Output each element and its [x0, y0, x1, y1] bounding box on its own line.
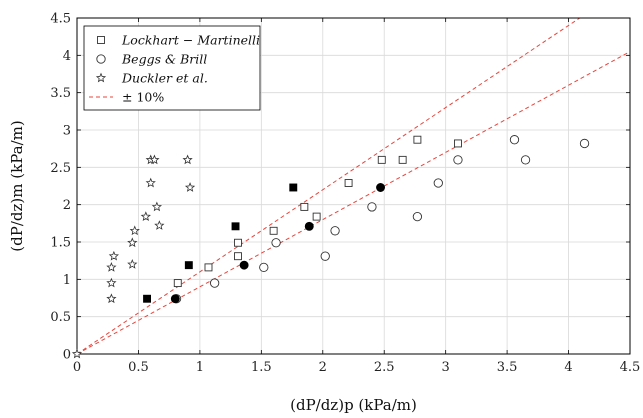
data-point: [129, 225, 140, 236]
data-point: [106, 277, 117, 288]
x-tick-label: 4.5: [620, 360, 641, 375]
reference-lines: [76, 17, 631, 355]
legend-label: ± 10%: [122, 90, 164, 105]
ticks: 0 0.5 1 1.5 2 2.5 3 3.5 4 4.5 0 0.5 1 1.5 2 2.5 3 3.5 4 4.5: [50, 12, 640, 376]
data-point: [453, 155, 463, 165]
data-point: [145, 177, 156, 188]
data-point: [108, 250, 119, 261]
data-point: [184, 261, 193, 270]
data-point: [344, 179, 353, 187]
data-point: [106, 262, 117, 272]
data-point: [579, 138, 590, 149]
legend-label: Lockhart − Martinelli: [121, 33, 260, 48]
data-point: [367, 202, 377, 212]
x-axis-label: (dP/dz)p (kPa/m): [290, 396, 417, 414]
y-tick-label: 0: [63, 348, 71, 363]
data-point: [182, 154, 193, 165]
y-tick-label: 2.5: [50, 161, 71, 176]
legend-marker: [96, 54, 106, 64]
data-point: [312, 212, 321, 221]
reference-line: [76, 51, 631, 355]
x-tick-label: 4: [564, 360, 572, 375]
series-3: [143, 183, 298, 303]
data-point: [140, 211, 151, 221]
data-point: [398, 155, 407, 164]
data-point: [170, 294, 180, 304]
y-tick-label: 1: [63, 273, 71, 288]
series-4: [170, 183, 385, 304]
data-point: [184, 182, 196, 192]
data-point: [204, 263, 213, 272]
data-point: [454, 139, 462, 148]
x-tick-label: 3: [442, 360, 450, 375]
y-tick-label: 2: [63, 198, 71, 213]
series-1: [171, 135, 590, 304]
x-tick-label: 0: [73, 360, 81, 375]
y-tick-label: 4: [63, 49, 71, 64]
data-point: [330, 226, 340, 236]
data-point: [320, 251, 330, 261]
y-tick-label: 3.5: [50, 86, 71, 101]
data-point: [127, 237, 138, 248]
data-point: [239, 260, 249, 270]
data-point: [151, 201, 162, 212]
y-tick-label: 0.5: [50, 310, 71, 325]
data-points: [71, 135, 590, 359]
data-point: [259, 262, 269, 273]
data-point: [304, 221, 314, 231]
legend: Lockhart − Martinelli Beggs & Brill Duckle…: [83, 25, 261, 111]
y-tick-label: 4.5: [50, 12, 71, 27]
plot-frame: [76, 17, 631, 355]
data-point: [377, 155, 386, 164]
data-point: [289, 183, 298, 192]
y-tick-label: 3: [63, 124, 71, 139]
data-point: [520, 155, 531, 165]
legend-marker: [97, 36, 105, 44]
data-point: [412, 211, 423, 222]
x-tick-label: 2: [319, 360, 327, 375]
x-tick-label: 2.5: [374, 360, 395, 375]
data-point: [234, 252, 242, 261]
data-point: [509, 135, 520, 145]
x-tick-label: 1.5: [251, 360, 272, 375]
reference-line: [76, 17, 581, 355]
data-point: [300, 202, 309, 211]
data-point: [271, 238, 281, 248]
legend-label: Duckler et al.: [121, 71, 208, 86]
y-tick-label: 1.5: [50, 236, 71, 251]
data-point: [149, 154, 160, 165]
legend-marker: [95, 72, 107, 83]
data-point: [127, 259, 138, 269]
data-point: [106, 293, 117, 304]
data-point: [209, 278, 220, 288]
y-axis-label: (dP/dz)m (kPa/m): [8, 120, 26, 251]
x-tick-label: 1: [196, 360, 204, 375]
data-point: [433, 178, 443, 188]
data-point: [231, 222, 240, 231]
data-point: [143, 294, 151, 303]
data-point: [413, 135, 422, 144]
data-point: [376, 183, 385, 192]
data-point: [234, 238, 242, 247]
data-point: [269, 226, 278, 235]
origin-point: [71, 348, 83, 359]
series-0: [173, 135, 462, 288]
data-point: [154, 220, 165, 230]
x-tick-label: 0.5: [128, 360, 149, 375]
series-2: [106, 154, 196, 304]
data-point: [173, 279, 182, 288]
legend-label: Beggs & Brill: [121, 52, 207, 67]
x-tick-label: 3.5: [497, 360, 518, 375]
legend-box: [83, 25, 261, 111]
